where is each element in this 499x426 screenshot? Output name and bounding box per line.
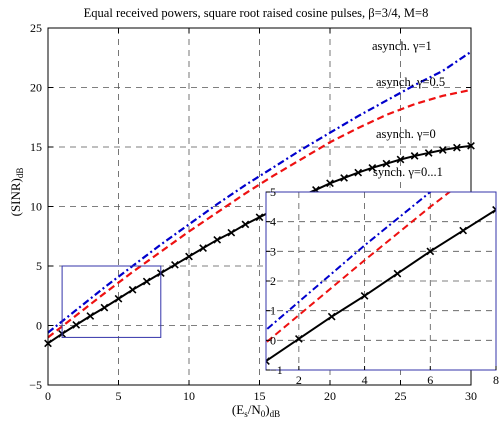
- zoom-region-outline: [61, 265, 162, 338]
- inset-zoom-plot: 2 4 6 8 −1 0 1 2 3 4 5: [265, 185, 499, 387]
- annotation-synch-gamma-0-1: synch. γ=0...1: [373, 165, 443, 179]
- series-marker: [100, 303, 109, 312]
- annotation-asynch-gamma-0: asynch. γ=0: [376, 127, 436, 141]
- series-marker: [213, 235, 222, 244]
- series-marker: [72, 321, 81, 329]
- x-tick-label: 10: [183, 389, 195, 403]
- x-axis-label: (Es/N0)dB: [232, 402, 280, 419]
- series-marker: [171, 260, 179, 269]
- y-tick-label: 25: [30, 21, 42, 35]
- inset-y-tick-label: 0: [270, 333, 276, 347]
- series-line-1: [47, 88, 472, 339]
- main-series-group: [44, 50, 475, 348]
- series-marker: [255, 213, 264, 222]
- inset-series-marker: [393, 269, 402, 278]
- y-tick-label: 10: [30, 200, 42, 214]
- series-marker: [368, 163, 377, 172]
- series-marker: [128, 285, 137, 294]
- series-marker: [241, 220, 250, 229]
- inset-y-tick-label: −1: [270, 363, 283, 377]
- series-marker: [438, 146, 447, 154]
- series-marker: [185, 252, 193, 261]
- inset-y-tick-label: 5: [270, 185, 276, 199]
- y-axis-label: (SINR)dB: [8, 168, 25, 217]
- inset-series-marker: [266, 357, 270, 365]
- inset-y-tick-label: 2: [270, 274, 276, 288]
- inset-y-tick-label: 3: [270, 244, 276, 258]
- inset-series-marker: [492, 205, 496, 214]
- annotation-asynch-gamma-0-5: asynch. γ=0.5: [376, 75, 445, 89]
- curve-annotations: asynch. γ=1 asynch. γ=0.5 asynch. γ=0 sy…: [372, 39, 445, 179]
- inset-series-marker: [294, 334, 303, 343]
- y-tick-label: 20: [30, 81, 42, 95]
- inset-y-tick-label: 4: [270, 215, 276, 229]
- chart-title: Equal received powers, square root raise…: [84, 6, 429, 20]
- x-tick-label: 25: [395, 389, 407, 403]
- svg-text:(SINR)dB: (SINR)dB: [8, 168, 25, 217]
- series-marker: [382, 159, 391, 168]
- inset-x-tick-label: 6: [427, 373, 433, 387]
- series-marker: [227, 228, 236, 237]
- inset-series-marker: [459, 226, 468, 235]
- annotation-asynch-gamma-1: asynch. γ=1: [372, 39, 432, 53]
- inset-x-tick-label: 8: [493, 373, 499, 387]
- y-tick-label: 5: [36, 259, 42, 273]
- series-marker: [326, 179, 334, 188]
- series-marker: [354, 168, 363, 177]
- series-marker: [86, 312, 95, 320]
- series-marker: [142, 277, 151, 286]
- y-tick-label: 15: [30, 140, 42, 154]
- inset-series-marker: [360, 291, 369, 300]
- inset-axes: 2 4 6 8 −1 0 1 2 3 4 5: [265, 185, 499, 387]
- series-marker: [410, 152, 419, 160]
- inset-grid: [266, 192, 496, 370]
- series-marker: [396, 155, 405, 164]
- inset-x-tick-label: 2: [296, 373, 302, 387]
- x-tick-label: 15: [254, 389, 266, 403]
- y-tick-label: 0: [36, 319, 42, 333]
- x-tick-label: 20: [324, 389, 336, 403]
- inset-series-line-1: [266, 192, 452, 344]
- x-tick-label: 0: [45, 389, 51, 403]
- inset-series-marker: [327, 312, 336, 321]
- inset-series-group: [266, 192, 496, 365]
- inset-series-line-0: [266, 192, 432, 332]
- inset-x-tick-label: 4: [362, 373, 368, 387]
- series-marker: [340, 174, 348, 182]
- series-marker: [114, 294, 123, 303]
- zoom-region-rect: [61, 265, 162, 338]
- x-tick-label: 5: [116, 389, 122, 403]
- y-tick-label: −5: [29, 378, 42, 392]
- series-marker: [199, 244, 207, 253]
- inset-y-tick-label: 1: [270, 304, 276, 318]
- series-marker: [453, 143, 461, 152]
- inset-series-marker: [426, 247, 435, 256]
- x-tick-label: 30: [465, 389, 477, 403]
- series-marker: [424, 149, 433, 157]
